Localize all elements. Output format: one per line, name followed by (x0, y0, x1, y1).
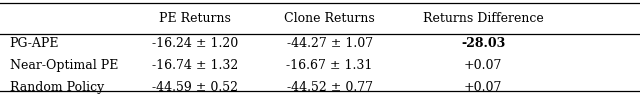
Text: -44.59 ± 0.52: -44.59 ± 0.52 (152, 81, 238, 94)
Text: Near-Optimal PE: Near-Optimal PE (10, 59, 118, 72)
Text: -16.24 ± 1.20: -16.24 ± 1.20 (152, 37, 238, 50)
Text: -16.74 ± 1.32: -16.74 ± 1.32 (152, 59, 238, 72)
Text: -44.27 ± 1.07: -44.27 ± 1.07 (287, 37, 372, 50)
Text: -44.52 ± 0.77: -44.52 ± 0.77 (287, 81, 372, 94)
Text: PE Returns: PE Returns (159, 12, 231, 25)
Text: Random Policy: Random Policy (10, 81, 104, 94)
Text: -16.67 ± 1.31: -16.67 ± 1.31 (287, 59, 372, 72)
Text: +0.07: +0.07 (464, 81, 502, 94)
Text: Clone Returns: Clone Returns (284, 12, 375, 25)
Text: -28.03: -28.03 (461, 37, 506, 50)
Text: PG-APE: PG-APE (10, 37, 59, 50)
Text: Returns Difference: Returns Difference (423, 12, 543, 25)
Text: +0.07: +0.07 (464, 59, 502, 72)
